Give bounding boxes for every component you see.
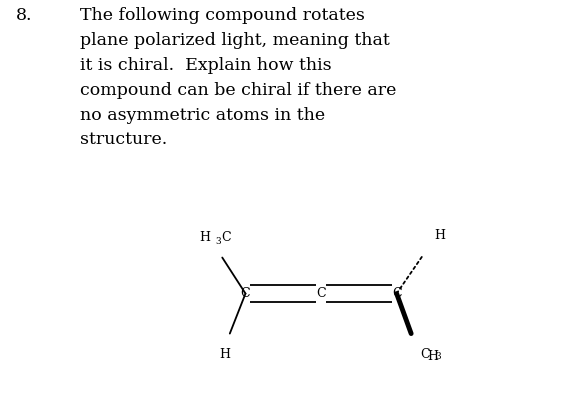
Text: C: C (221, 231, 231, 243)
Text: H: H (434, 229, 446, 241)
Text: C: C (317, 287, 326, 300)
Text: 3: 3 (436, 352, 441, 361)
Text: C: C (392, 287, 401, 300)
Text: H: H (220, 347, 231, 361)
Text: H: H (200, 231, 211, 243)
Text: 8.: 8. (16, 7, 33, 25)
Text: H: H (427, 349, 439, 363)
Text: The following compound rotates
plane polarized light, meaning that
it is chiral.: The following compound rotates plane pol… (80, 7, 396, 148)
Text: 3: 3 (215, 237, 221, 245)
Text: C: C (420, 347, 429, 361)
Text: C: C (241, 287, 251, 300)
